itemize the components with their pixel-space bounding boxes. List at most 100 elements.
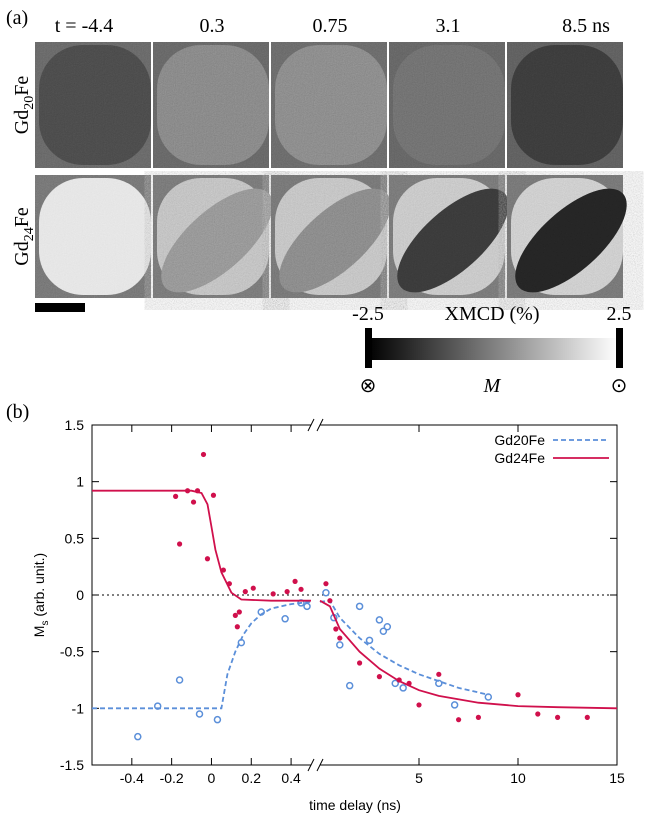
data-point — [379, 627, 388, 636]
data-point — [435, 679, 443, 688]
data-point — [281, 615, 289, 623]
xmcd-image — [35, 175, 151, 298]
fit-line — [319, 599, 617, 710]
data-point — [375, 616, 384, 624]
row-label-part: 24 — [22, 227, 37, 241]
data-point — [406, 680, 412, 687]
legend-label: Gd24Fe — [494, 450, 545, 466]
axis-break-gap — [311, 423, 320, 427]
data-point — [292, 578, 298, 585]
y-tick-label: 1 — [76, 474, 84, 490]
data-point — [333, 626, 339, 632]
data-point — [383, 622, 392, 631]
legend-label: Gd20Fe — [494, 432, 545, 448]
colorbar-title: XMCD (%) — [445, 303, 540, 325]
axis-break — [316, 418, 324, 432]
data-point — [175, 676, 184, 684]
xmcd-image — [507, 175, 627, 298]
sample-disk — [39, 45, 151, 165]
data-point — [365, 636, 374, 645]
switched-domain — [161, 188, 273, 293]
data-point — [399, 684, 407, 692]
data-point — [584, 714, 590, 721]
row-label: Gd24Fe — [11, 207, 37, 266]
time-label: 3.1 — [436, 15, 461, 37]
data-point — [134, 732, 142, 741]
y-tick-label: 0 — [76, 587, 84, 603]
data-point — [177, 541, 183, 547]
switched-domain — [515, 188, 627, 293]
data-point — [257, 608, 265, 616]
data-point — [284, 589, 290, 595]
data-point — [535, 711, 541, 717]
axis-break — [307, 418, 315, 432]
y-tick-label: -1 — [72, 700, 85, 716]
data-point — [194, 488, 201, 494]
row-label: Gd20Fe — [11, 76, 37, 135]
data-point — [303, 602, 311, 611]
data-point — [250, 585, 256, 591]
xmcd-image — [271, 175, 391, 298]
data-point — [355, 602, 364, 611]
data-point — [322, 588, 330, 597]
data-point — [555, 714, 561, 721]
axis-break-gap — [311, 763, 320, 767]
panel-label: (b) — [6, 401, 29, 423]
y-axis-label-part: (arb. unit.) — [31, 553, 47, 621]
data-point — [204, 556, 211, 562]
y-tick-label: -1.5 — [60, 757, 84, 773]
xmcd-image — [389, 42, 505, 168]
data-point — [153, 702, 162, 710]
y-axis-label-part: s — [40, 621, 51, 626]
xmcd-image — [153, 42, 269, 168]
switched-domain — [279, 188, 391, 293]
sample-disk — [393, 45, 505, 165]
colorbar — [368, 338, 618, 360]
data-point — [345, 681, 354, 690]
x-tick-label: 15 — [609, 770, 625, 786]
colorbar-min: -2.5 — [352, 303, 384, 325]
plot-area — [92, 451, 617, 741]
data-point — [357, 660, 363, 666]
time-label: 8.5 ns — [562, 15, 610, 37]
xmcd-image — [35, 42, 151, 168]
sample-disk — [39, 178, 151, 295]
data-point — [190, 499, 197, 505]
axis-break — [307, 758, 315, 772]
time-label: 0.3 — [200, 15, 225, 37]
data-point — [237, 638, 246, 647]
data-point — [234, 624, 240, 630]
data-point — [226, 581, 232, 587]
data-point — [184, 488, 191, 494]
x-tick-label: 0 — [208, 770, 216, 786]
sample-disk — [157, 45, 269, 165]
row-label-part: 20 — [22, 96, 37, 110]
sample-disk — [511, 45, 623, 165]
panel-label: (a) — [6, 7, 28, 29]
colorbar-max: 2.5 — [607, 303, 632, 325]
row-label-part: Fe — [11, 207, 33, 227]
data-point — [450, 701, 459, 709]
xmcd-image — [271, 42, 387, 168]
scale-bar — [35, 303, 85, 312]
row-label-part: Gd — [11, 241, 33, 265]
y-tick-label: -0.5 — [60, 644, 84, 660]
panel-b: (b) -1.5 -1 -0.5 0 0.5 1 1.5 -0.4 -0.2 0 0.2 0.4 5 10… — [6, 401, 625, 813]
data-point — [336, 641, 344, 649]
data-point — [220, 567, 226, 573]
data-point — [298, 586, 304, 592]
data-point — [475, 714, 481, 721]
y-tick-label: 0.5 — [65, 530, 85, 546]
row-label-part: Gd — [11, 110, 33, 134]
x-tick-label: 0.4 — [281, 770, 301, 786]
sample-disk — [275, 45, 387, 165]
x-tick-label: 0.2 — [242, 770, 262, 786]
data-point — [173, 493, 179, 499]
y-tick-label: 1.5 — [65, 417, 85, 433]
fit-line — [319, 599, 489, 696]
data-point — [484, 693, 493, 701]
switched-domain — [397, 188, 509, 293]
time-label: t = -4.4 — [55, 15, 114, 37]
data-point — [327, 598, 333, 604]
x-tick-label: -0.2 — [160, 770, 184, 786]
